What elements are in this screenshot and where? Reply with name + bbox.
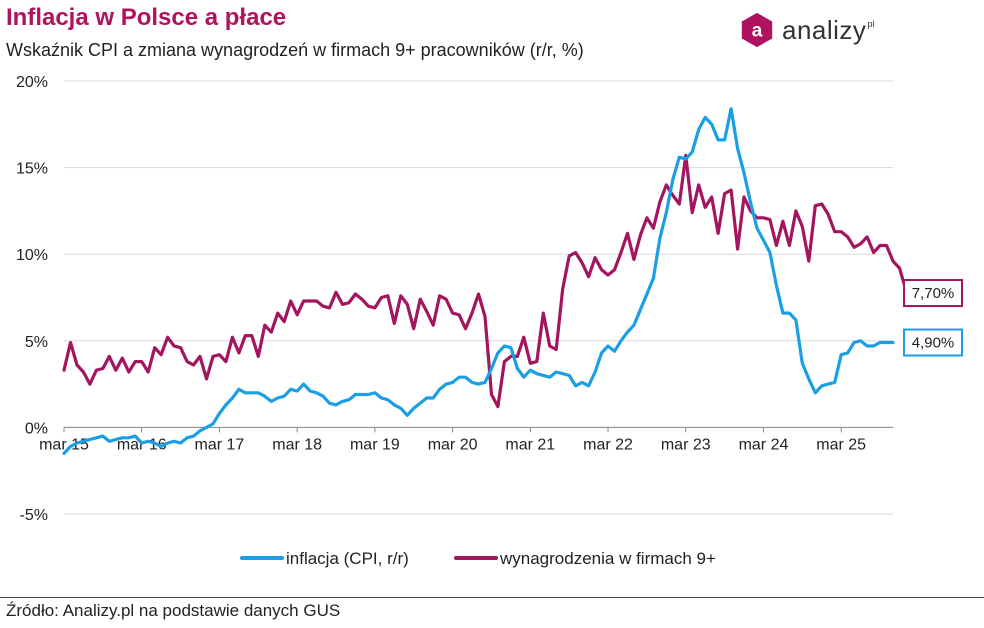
series-line-wynagrodzenia <box>62 153 914 409</box>
x-tick-label: mar 21 <box>505 436 555 453</box>
x-tick-label: mar 17 <box>195 436 245 453</box>
legend-label: wynagrodzenia w firmach 9+ <box>499 549 716 568</box>
end-label-box <box>903 328 963 357</box>
x-tick-label: mar 24 <box>739 436 789 453</box>
x-tick-label: mar 25 <box>816 436 866 453</box>
y-tick-label: 20% <box>16 74 48 91</box>
y-tick-label: 5% <box>25 334 48 351</box>
end-label: 7,70% <box>912 285 955 302</box>
analizy-badge-icon: a <box>741 12 773 48</box>
chart-subtitle: Wskaźnik CPI a zmiana wynagrodzeń w firm… <box>6 40 584 60</box>
x-tick-label: mar 16 <box>117 436 167 453</box>
x-tick-label: mar 18 <box>272 436 322 453</box>
analizy-logo[interactable]: a analizy pl <box>738 10 874 50</box>
y-tick-label: 10% <box>16 247 48 264</box>
x-tick-label: mar 20 <box>428 436 478 453</box>
footer-divider <box>0 597 984 598</box>
logo-name: analizy <box>782 14 867 45</box>
logo-badge-letter: a <box>752 21 763 42</box>
x-tick-label: mar 19 <box>350 436 400 453</box>
x-tick-label: mar 22 <box>583 436 633 453</box>
x-tick-label: mar 15 <box>39 436 89 453</box>
y-tick-label: 0% <box>25 420 48 437</box>
logo-sup: pl <box>867 19 875 29</box>
source-note: Źródło: Analizy.pl na podstawie danych G… <box>6 601 341 620</box>
end-label-box <box>903 279 963 308</box>
y-tick-label: 15% <box>16 161 48 178</box>
chart-title: Inflacja w Polsce a płace <box>6 4 287 31</box>
y-tick-label: -5% <box>20 507 48 524</box>
series-line-inflacja <box>62 107 895 455</box>
x-tick-label: mar 23 <box>661 436 711 453</box>
legend-label: inflacja (CPI, r/r) <box>286 549 409 568</box>
end-label: 4,90% <box>912 335 955 352</box>
